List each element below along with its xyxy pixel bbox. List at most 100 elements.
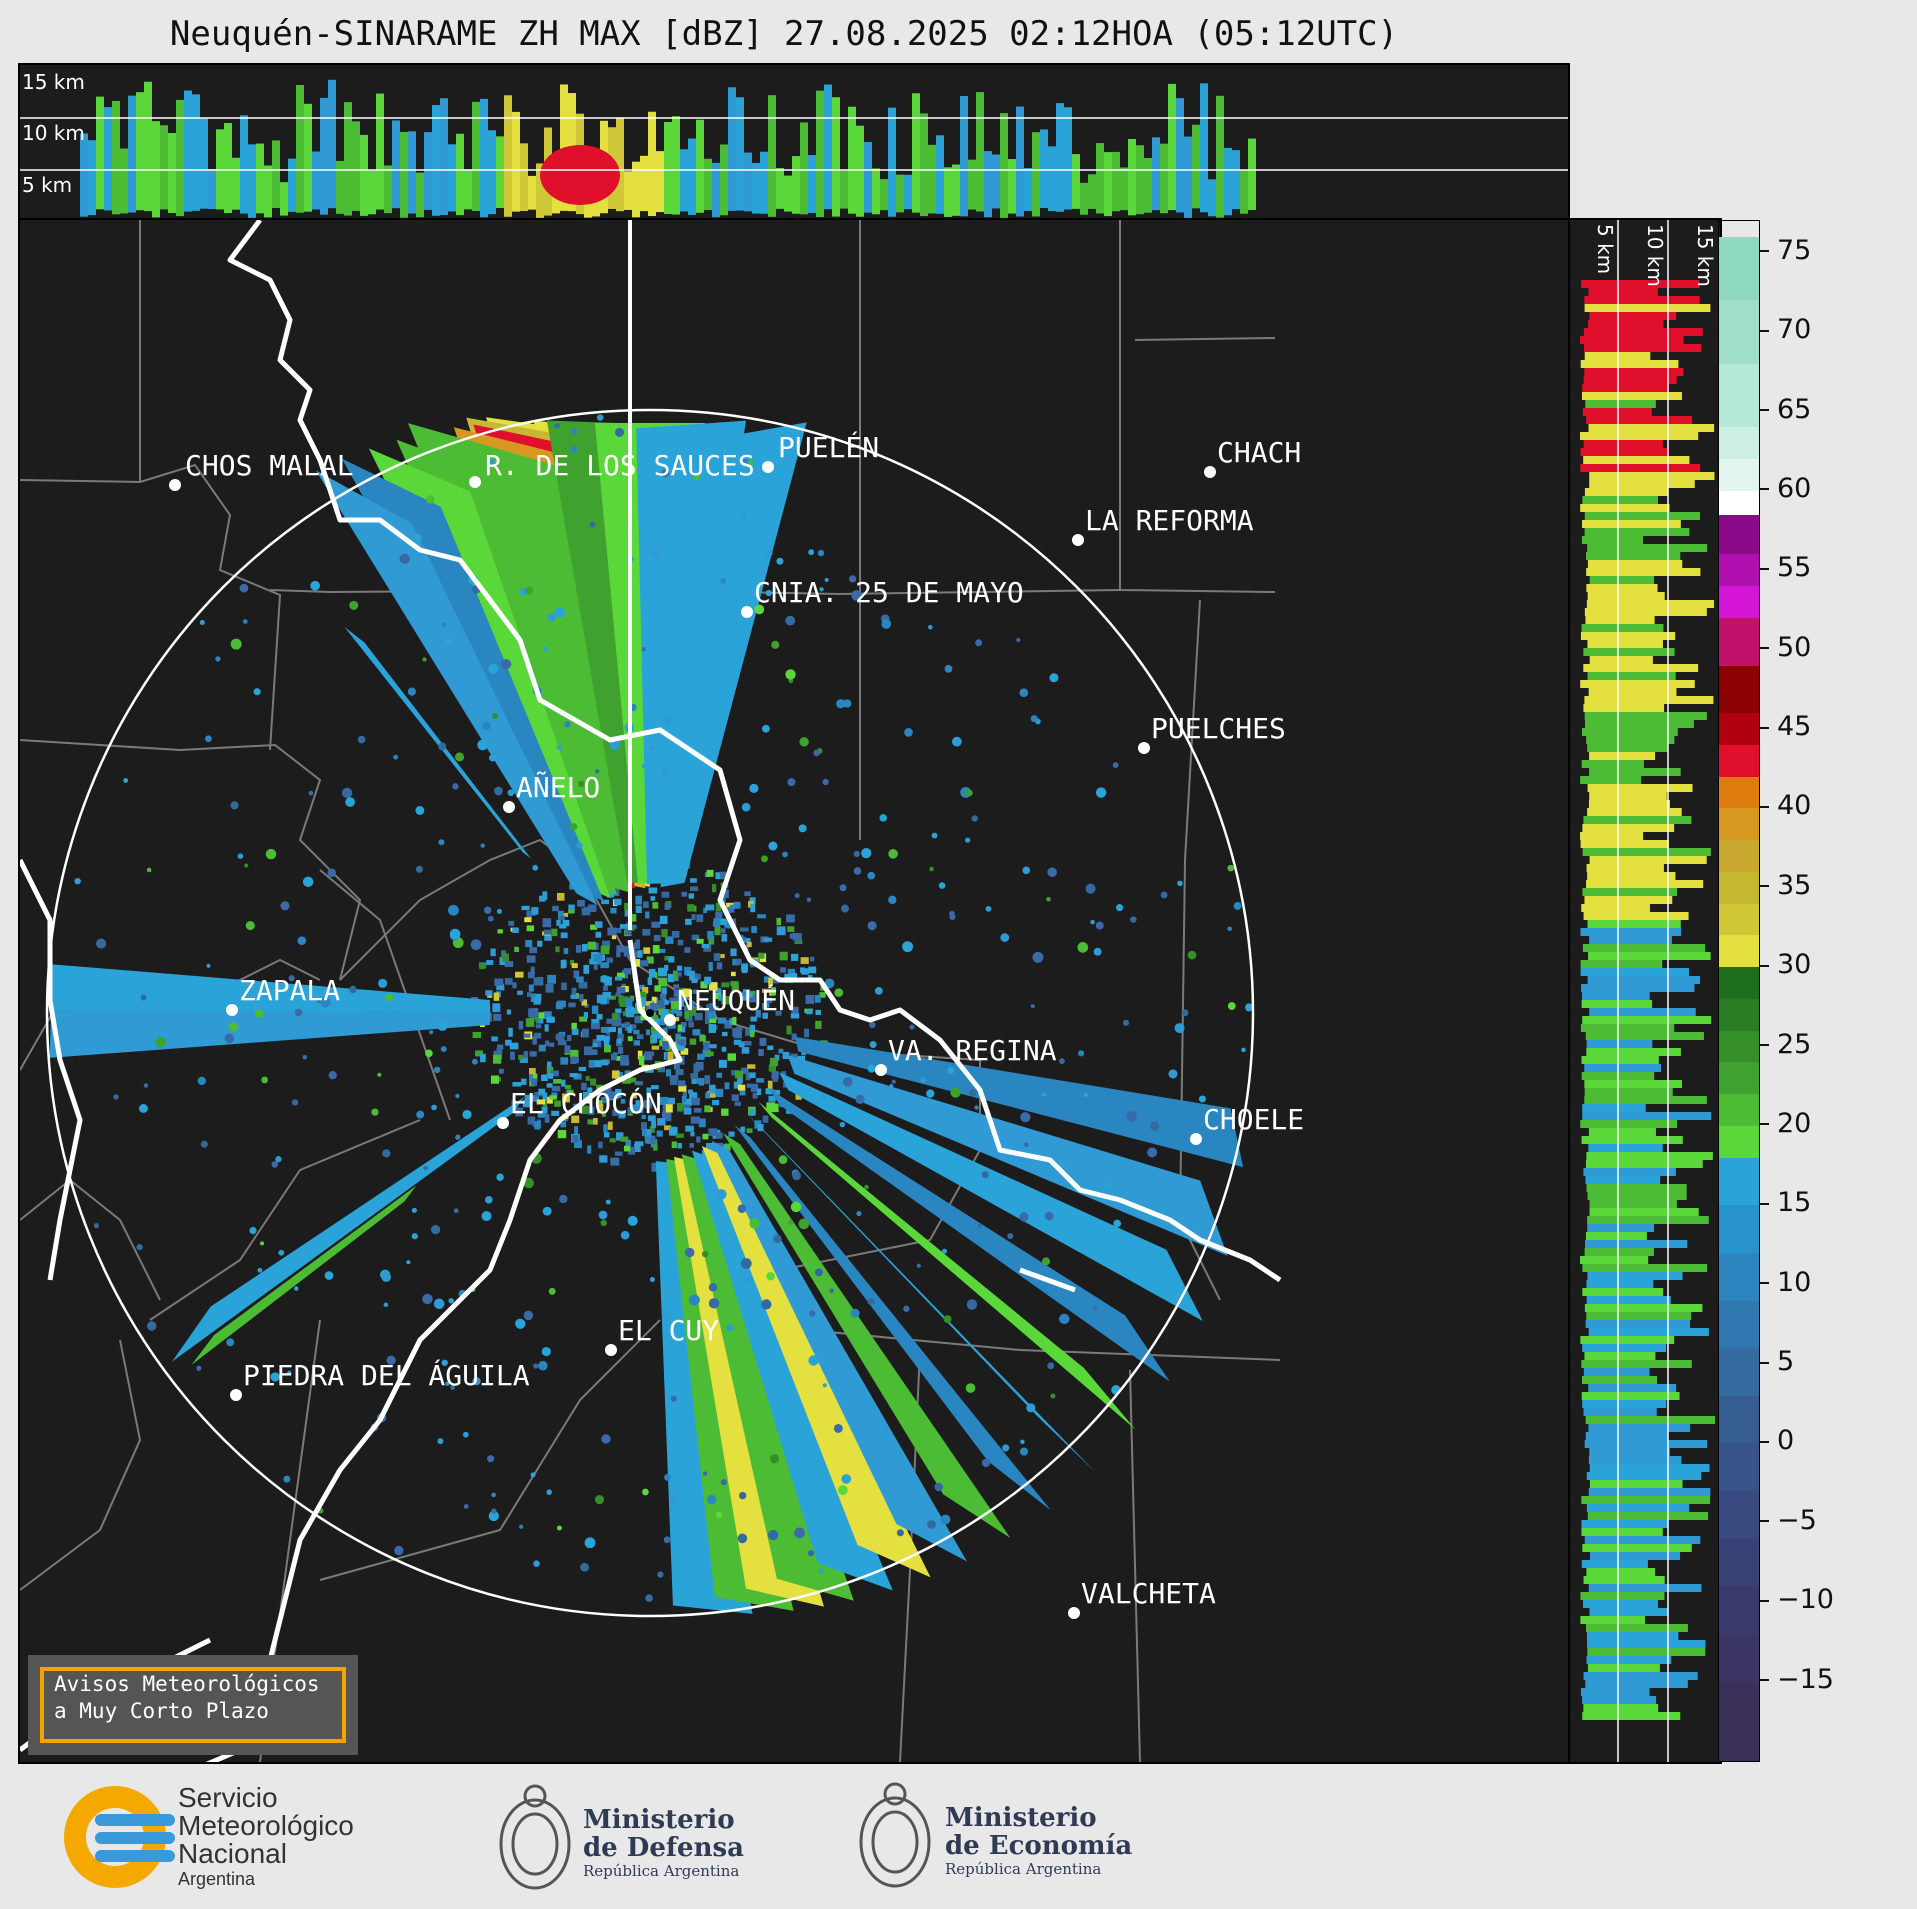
colorbar-band [1719,1538,1759,1587]
colorbar-tick: −5 [1760,1505,1817,1536]
colorbar-band [1719,1205,1759,1254]
range-ring [45,408,1255,1618]
colorbar-band [1719,490,1759,516]
city-valcheta: VALCHETA [1068,1577,1216,1619]
notice-line-1: Avisos Meteorológicos [54,1672,320,1696]
side-height-label-10km: 10 km [1643,224,1667,287]
svg-text:CHOS MALAL: CHOS MALAL [185,449,354,482]
colorbar-band [1719,935,1759,968]
smn-name-line-2: Meteorológico [178,1810,354,1841]
economia-line-1: Ministerio [945,1803,1097,1833]
colorbar-band [1719,586,1759,619]
colorbar-tick: 5 [1760,1346,1794,1377]
colorbar-band [1719,459,1759,492]
colorbar-band [1719,1125,1759,1159]
colorbar-band [1719,1443,1759,1492]
colorbar-band [1719,744,1759,778]
colorbar-band [1719,1252,1759,1302]
colorbar-band [1719,1300,1759,1349]
radar-map-panel[interactable]: CHOS MALAL R. DE LOS SAUCES PUELÉN CHACH… [18,218,1570,1764]
city-colonia-25-de-mayo: CNIA. 25 DE MAYO [741,576,1024,618]
colorbar-band [1719,617,1759,667]
smn-name-line-4: Argentina [178,1869,256,1889]
colorbar-band [1719,998,1759,1032]
notice-box: Avisos Meteorológicos a Muy Corto Plazo [28,1655,358,1755]
svg-text:AÑELO: AÑELO [516,770,600,804]
smn-name-line-3: Nacional [178,1838,287,1869]
colorbar-tick: 60 [1760,473,1811,504]
colorbar-tick: 25 [1760,1029,1811,1060]
svg-text:PUELCHES: PUELCHES [1151,712,1286,745]
top-cross-section-panel: 15 km 10 km 5 km [18,63,1570,220]
department-boundaries [20,220,1281,1762]
city-la-reforma: LA REFORMA [1072,504,1254,546]
colorbar-tick: 75 [1760,235,1811,266]
colorbar-tick: 35 [1760,870,1811,901]
colorbar-band [1719,808,1759,841]
coat-of-arms-defensa-icon [499,1784,571,1890]
colorbar-band [1719,1157,1759,1206]
colorbar-tick: 50 [1760,632,1811,663]
defensa-line-3: República Argentina [583,1862,740,1880]
colorbar-band [1719,1633,1759,1683]
city-anelo: AÑELO [503,770,600,813]
colorbar-band [1719,300,1759,365]
colorbar-tick: 15 [1760,1187,1811,1218]
colorbar-tick: −10 [1760,1584,1834,1615]
height-label-15km: 15 km [22,70,85,94]
colorbar-band [1719,514,1759,555]
svg-text:VA. REGINA: VA. REGINA [888,1034,1057,1067]
svg-text:EL CHOCÓN: EL CHOCÓN [510,1086,662,1120]
city-villa-regina: VA. REGINA [875,1034,1057,1076]
smn-name-line-1: Servicio [178,1782,278,1813]
city-el-cuy: EL CUY [605,1314,719,1356]
colorbar-band [1719,1491,1759,1540]
colorbar-band [1719,1586,1759,1635]
city-neuquen: NEUQUÉN [664,983,795,1026]
height-label-5km: 5 km [22,173,72,197]
colorbar-band [1719,903,1759,936]
dbz-colorbar [1718,220,1760,1762]
svg-text:PUELÉN: PUELÉN [778,430,879,464]
colorbar-tick: 40 [1760,790,1811,821]
coat-of-arms-economia-icon [859,1782,931,1888]
city-zapala: ZAPALA [226,974,340,1016]
colorbar-tick: 55 [1760,552,1811,583]
svg-text:CNIA. 25 DE MAYO: CNIA. 25 DE MAYO [754,576,1024,609]
defensa-line-2: de Defensa [583,1833,744,1863]
height-label-10km: 10 km [22,121,85,145]
svg-text:CHOELE: CHOELE [1203,1103,1304,1136]
colorbar-band [1719,427,1759,460]
colorbar-band [1719,871,1759,905]
colorbar-tick: −15 [1760,1664,1834,1695]
economia-line-2: de Economía [945,1831,1133,1861]
colorbar-band [1719,665,1759,714]
svg-text:LA REFORMA: LA REFORMA [1085,504,1254,537]
radar-site [646,1009,654,1017]
colorbar-band [1719,363,1759,428]
colorbar-tick: 30 [1760,949,1811,980]
svg-text:PIEDRA DEL ÁGUILA: PIEDRA DEL ÁGUILA [243,1358,530,1392]
side-height-label-5km: 5 km [1593,224,1617,274]
map-title: Neuquén-SINARAME ZH MAX [dBZ] 27.08.2025… [169,14,1399,54]
svg-text:EL CUY: EL CUY [618,1314,719,1347]
colorbar-tick: 0 [1760,1425,1794,1456]
city-piedra-del-aguila: PIEDRA DEL ÁGUILA [230,1358,530,1401]
colorbar-tick: 45 [1760,711,1811,742]
svg-text:R. DE LOS SAUCES: R. DE LOS SAUCES [485,449,755,482]
city-chos-malal: CHOS MALAL [169,449,354,491]
colorbar-band [1719,713,1759,746]
smn-logo-icon [64,1786,175,1888]
svg-text:VALCHETA: VALCHETA [1081,1577,1216,1610]
city-puelches: PUELCHES [1138,712,1286,754]
colorbar-band [1719,1395,1759,1444]
svg-text:CHACH: CHACH [1217,436,1301,469]
colorbar-band [1719,1348,1759,1397]
colorbar-band [1719,1094,1759,1127]
colorbar-tick: 65 [1760,394,1811,425]
defensa-line-1: Ministerio [583,1805,735,1835]
colorbar-band [1719,840,1759,873]
side-cross-section-panel: 5 km 10 km 15 km [1568,218,1722,1764]
colorbar-tick: 70 [1760,314,1811,345]
colorbar-band [1719,1030,1759,1063]
